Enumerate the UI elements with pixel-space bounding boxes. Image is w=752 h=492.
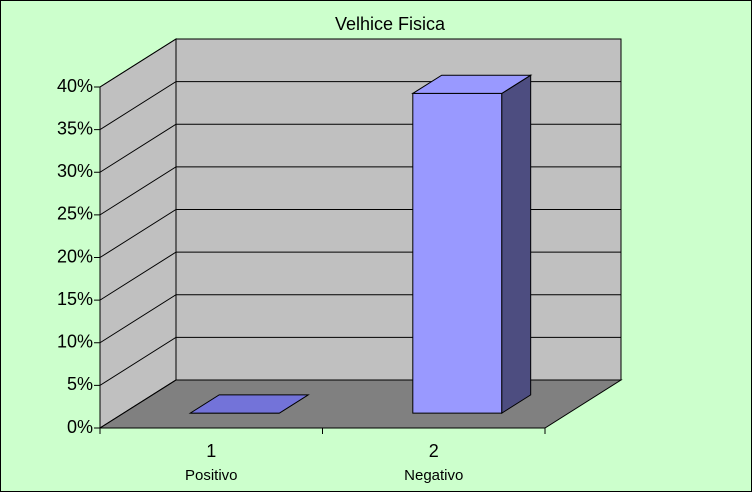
y-tick-label: 0%	[67, 417, 93, 437]
x-tick-label: 1	[206, 441, 216, 461]
bar	[188, 394, 310, 414]
y-tick-label: 20%	[57, 246, 93, 266]
plot-walls	[98, 38, 623, 429]
x-category-name: Positivo	[185, 467, 238, 484]
y-tick-label: 35%	[57, 118, 93, 138]
x-category-name: Negativo	[404, 467, 463, 484]
bar	[411, 74, 533, 415]
bar-front	[412, 92, 503, 414]
bar-side	[501, 74, 532, 415]
y-tick-label: 15%	[57, 289, 93, 309]
floor	[98, 379, 623, 429]
grid-line	[99, 38, 621, 88]
bar-top	[411, 74, 533, 94]
x-tick-label: 2	[429, 441, 439, 461]
y-tick-label: 25%	[57, 204, 93, 224]
y-tick-label: 10%	[57, 332, 93, 352]
y-tick-label: 5%	[67, 374, 93, 394]
y-tick-label: 40%	[57, 76, 93, 96]
chart-title: Velhice Fisica	[335, 14, 446, 34]
bar-top	[188, 394, 310, 414]
y-tick-label: 30%	[57, 161, 93, 181]
